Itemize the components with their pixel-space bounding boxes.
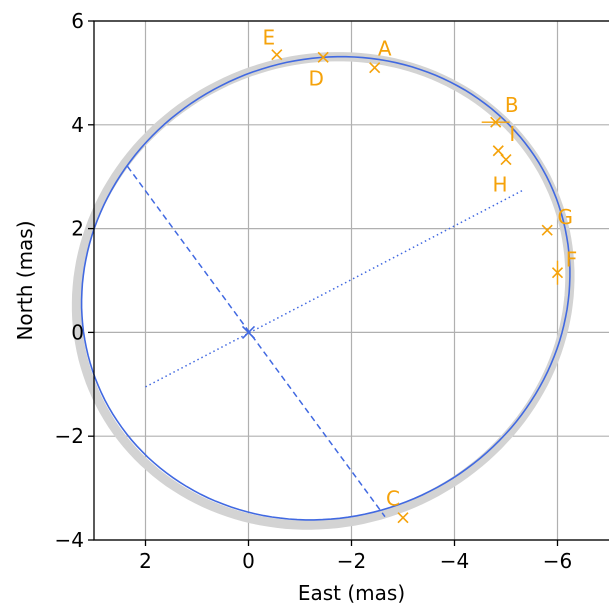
point-label: H bbox=[492, 173, 507, 197]
y-tick-label: 4 bbox=[71, 113, 84, 137]
y-tick-label: −4 bbox=[55, 528, 84, 552]
axis-lines bbox=[126, 165, 525, 518]
y-tick-label: 0 bbox=[71, 320, 84, 344]
point-label: A bbox=[378, 37, 392, 61]
x-tick-label: 2 bbox=[139, 549, 152, 573]
x-tick-label: 0 bbox=[242, 549, 255, 573]
point-h: H bbox=[492, 154, 512, 197]
point-label: F bbox=[566, 248, 578, 272]
point-i: I bbox=[492, 122, 515, 157]
orbit-curve bbox=[80, 55, 571, 521]
point-marker bbox=[492, 145, 504, 157]
point-label: G bbox=[557, 205, 573, 229]
point-marker bbox=[317, 51, 329, 63]
point-marker bbox=[541, 224, 553, 236]
origin-marker bbox=[241, 325, 256, 339]
point-d: D bbox=[308, 51, 329, 90]
data-points: A B C D E FG H I bbox=[263, 26, 578, 524]
orbit-band-ring bbox=[71, 52, 575, 530]
y-tick-label: 2 bbox=[71, 217, 84, 241]
point-marker bbox=[271, 49, 283, 61]
x-tick-label: −2 bbox=[337, 549, 366, 573]
point-c: C bbox=[386, 487, 409, 524]
y-tick-label: −2 bbox=[55, 424, 84, 448]
point-label: C bbox=[386, 487, 400, 511]
y-tick-label: 6 bbox=[71, 9, 84, 33]
orbit-ellipse bbox=[80, 55, 571, 521]
orbit-band bbox=[71, 52, 575, 530]
tick-labels: 2 0 −2 −4 −6 −4 −2 0 2 4 6 bbox=[55, 9, 573, 573]
plot-frame bbox=[93, 20, 609, 541]
point-marker bbox=[369, 62, 381, 74]
x-tick-label: −4 bbox=[440, 549, 469, 573]
point-g: G bbox=[541, 205, 573, 236]
point-label: B bbox=[505, 93, 519, 117]
grid bbox=[94, 20, 609, 541]
y-axis-label: North (mas) bbox=[13, 220, 37, 340]
x-axis-label: East (mas) bbox=[298, 581, 405, 605]
point-label: D bbox=[308, 66, 323, 90]
point-a: A bbox=[369, 37, 392, 74]
point-e: E bbox=[263, 26, 283, 61]
major-axis-line bbox=[126, 165, 386, 518]
point-marker bbox=[397, 512, 409, 524]
point-label: E bbox=[263, 26, 276, 50]
x-tick-label: −6 bbox=[543, 549, 572, 573]
minor-axis-line bbox=[145, 189, 525, 388]
point-label: I bbox=[509, 122, 515, 146]
